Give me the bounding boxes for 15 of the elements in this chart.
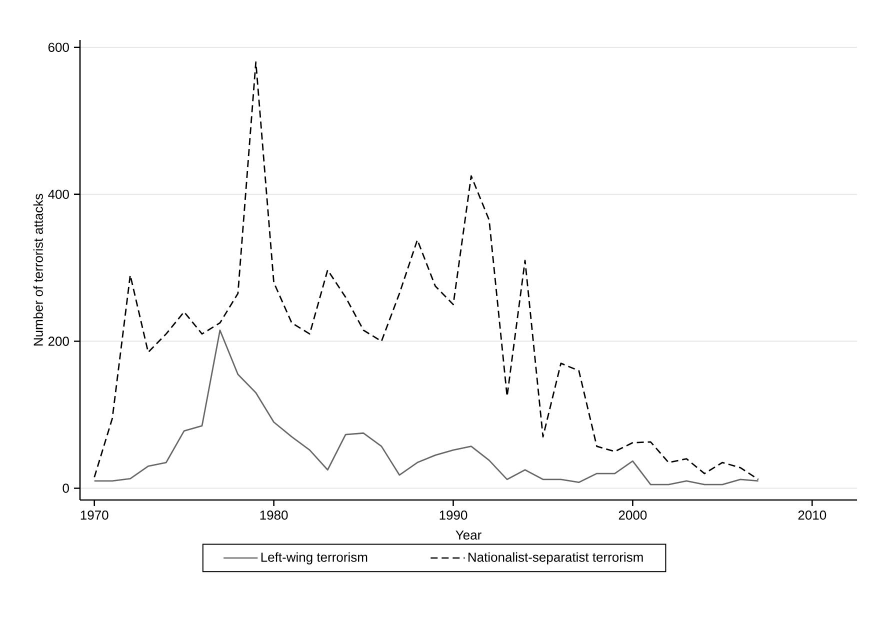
- line-series: [94, 61, 760, 480]
- y-tick-label: 400: [48, 190, 69, 199]
- x-axis-title: Year: [456, 530, 482, 540]
- y-tick-label: 200: [48, 336, 69, 346]
- legend-label: Nationalist-separatist terrorism: [468, 552, 643, 564]
- x-tick-label: 1970: [80, 510, 108, 520]
- x-tick-label: 2000: [618, 510, 647, 520]
- x-tick-label: 2010: [798, 510, 826, 520]
- x-tick-label: 1980: [260, 510, 288, 520]
- legend-label: Left-wing terrorism: [261, 552, 368, 564]
- y-tick-label: 600: [48, 42, 69, 52]
- y-tick-label: 0: [62, 484, 69, 493]
- line-series: [94, 330, 760, 486]
- x-tick-label: 1990: [440, 510, 468, 520]
- y-axis-title: Number of terrorist attacks: [33, 194, 43, 346]
